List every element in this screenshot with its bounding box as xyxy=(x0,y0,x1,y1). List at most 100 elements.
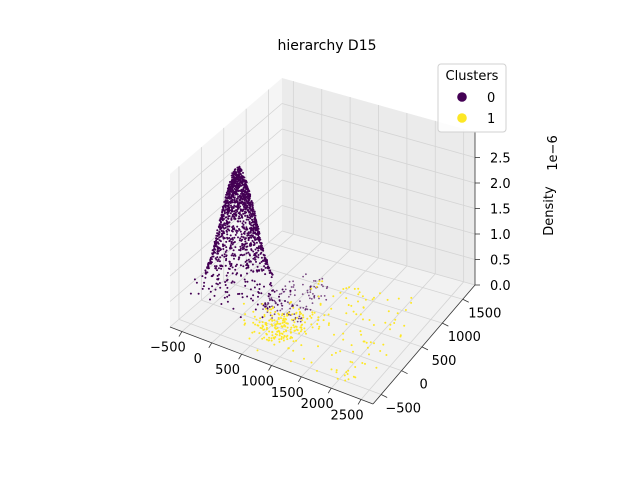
cluster-0-point xyxy=(318,278,321,281)
cluster-0-point xyxy=(249,212,252,214)
cluster-0-point xyxy=(267,295,270,298)
cluster-0-point xyxy=(239,316,242,319)
cluster-0-point xyxy=(208,262,211,265)
cluster-0-point xyxy=(249,209,252,212)
cluster-0-point xyxy=(215,258,218,261)
x-tick-label: 1500 xyxy=(271,386,304,401)
cluster-0-point xyxy=(305,273,307,276)
cluster-0-point xyxy=(306,289,309,292)
cluster-1-point xyxy=(330,307,333,310)
cluster-0-point xyxy=(233,227,236,230)
cluster-0-point xyxy=(257,247,260,250)
cluster-0-point xyxy=(250,224,253,227)
cluster-0-point xyxy=(253,210,256,213)
cluster-0-point xyxy=(230,218,233,221)
cluster-1-point xyxy=(266,309,269,312)
cluster-1-point xyxy=(311,311,314,314)
cluster-0-point xyxy=(305,305,308,308)
cluster-0-point xyxy=(227,201,230,204)
cluster-0-point xyxy=(240,233,243,236)
cluster-1-point xyxy=(303,330,306,333)
cluster-0-point xyxy=(239,245,242,248)
cluster-0-point xyxy=(244,203,247,206)
cluster-0-point xyxy=(228,184,231,187)
cluster-0-point xyxy=(241,254,244,257)
cluster-0-point xyxy=(250,269,253,272)
cluster-1-point xyxy=(244,313,247,316)
cluster-0-point xyxy=(233,196,236,199)
cluster-0-point xyxy=(225,279,228,282)
grid-z-back-3 xyxy=(281,154,476,209)
cluster-0-point xyxy=(270,272,273,275)
cluster-0-point xyxy=(230,174,233,177)
cluster-1-point xyxy=(295,339,298,342)
cluster-0-point xyxy=(246,206,249,209)
cluster-0-point xyxy=(238,239,241,242)
z-tick-label: 0.5 xyxy=(490,254,511,269)
cluster-1-point xyxy=(285,335,288,338)
cluster-0-point xyxy=(243,227,246,230)
cluster-0-point xyxy=(253,237,256,240)
cluster-0-point xyxy=(320,283,323,286)
cluster-0-point xyxy=(228,262,231,265)
cluster-0-point xyxy=(225,259,227,262)
cluster-0-point xyxy=(226,295,229,298)
cluster-0-point xyxy=(243,243,246,246)
cluster-0-point xyxy=(247,195,250,198)
cluster-1-point xyxy=(273,319,276,322)
cluster-1-point xyxy=(393,322,396,324)
cluster-1-point xyxy=(303,357,305,360)
cluster-0-point xyxy=(223,227,226,230)
cluster-0-point xyxy=(236,230,239,232)
cluster-1-point xyxy=(389,323,392,326)
cluster-0-point xyxy=(246,280,249,283)
cluster-0-point xyxy=(262,308,264,310)
cluster-0-point xyxy=(216,269,218,272)
cluster-0-point xyxy=(240,190,243,193)
cluster-1-point xyxy=(364,298,367,301)
cluster-1-point xyxy=(258,332,261,335)
cluster-1-point xyxy=(309,315,312,318)
cluster-0-point xyxy=(275,289,278,292)
cluster-0-point xyxy=(247,237,250,240)
cluster-0-point xyxy=(252,241,255,244)
cluster-0-point xyxy=(219,256,222,259)
cluster-1-point xyxy=(295,328,298,331)
cluster-0-point xyxy=(246,262,249,265)
grid-y-floor-4 xyxy=(268,242,463,300)
cluster-1-point xyxy=(344,379,347,382)
cluster-0-point xyxy=(268,297,271,300)
grid-y-floor-2 xyxy=(223,280,423,348)
cluster-0-point xyxy=(242,171,244,174)
cluster-0-point xyxy=(248,197,251,200)
grid-x-floor-1 xyxy=(211,241,323,344)
cluster-0-point xyxy=(229,192,231,195)
cluster-1-point xyxy=(263,336,266,339)
cluster-1-point xyxy=(289,331,292,334)
cluster-0-point xyxy=(244,181,247,184)
cluster-0-point xyxy=(245,187,248,190)
cluster-1-point xyxy=(317,327,320,330)
x-tick-label: 2500 xyxy=(331,409,364,424)
cluster-0-point xyxy=(251,221,254,223)
cluster-0-point xyxy=(249,217,252,220)
cluster-0-point xyxy=(244,214,247,217)
cluster-0-point xyxy=(242,175,245,178)
cluster-0-point xyxy=(246,232,249,235)
cluster-1-point xyxy=(347,378,350,381)
cluster-1-point xyxy=(253,330,256,333)
cluster-0-point xyxy=(248,227,251,230)
grid-y-floor-3 xyxy=(246,261,443,324)
cluster-0-point xyxy=(228,261,231,263)
cluster-0-point xyxy=(278,295,280,298)
cluster-1-point xyxy=(278,338,281,341)
cluster-0-point xyxy=(229,234,232,237)
cluster-1-point xyxy=(348,286,351,289)
cluster-1-point xyxy=(292,340,295,343)
cluster-0-point xyxy=(237,180,240,182)
cluster-0-point xyxy=(232,207,235,209)
cluster-0-point xyxy=(241,200,244,203)
cluster-0-point xyxy=(204,269,207,272)
cluster-0-point xyxy=(280,292,283,295)
cluster-0-point xyxy=(269,299,271,302)
